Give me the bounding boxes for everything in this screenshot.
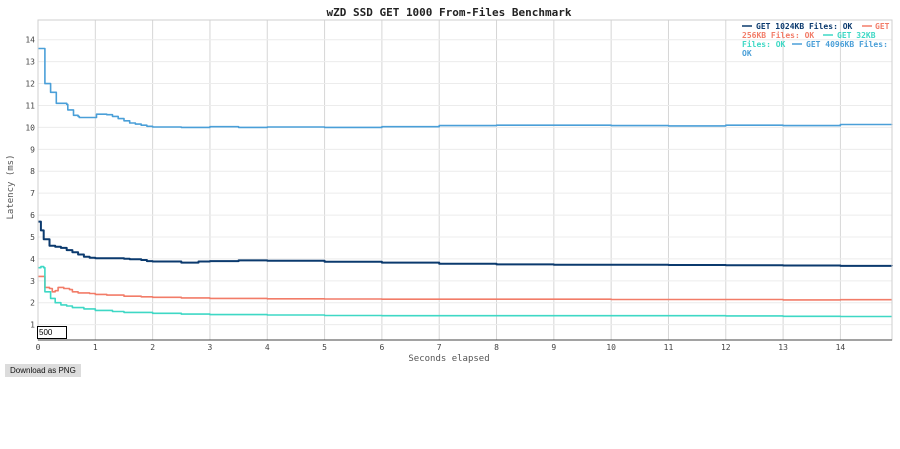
y-tick-label: 4 xyxy=(30,255,35,264)
x-tick-label: 12 xyxy=(721,343,731,352)
x-tick-label: 8 xyxy=(494,343,499,352)
legend-label-4096kb-b: OK xyxy=(742,49,752,58)
legend[interactable]: GET 1024KB Files: OK GET 256KB Files: OK… xyxy=(742,21,890,58)
y-tick-label: 11 xyxy=(25,101,35,110)
grid xyxy=(38,20,892,340)
plot-frame xyxy=(37,19,893,341)
x-tick-label: 3 xyxy=(208,343,213,352)
legend-label-32kb-b: Files: OK xyxy=(742,39,786,49)
legend-label-4096kb-a: GET 4096KB Files: xyxy=(806,39,888,49)
y-tick-label: 13 xyxy=(25,58,35,67)
series-lines xyxy=(38,47,893,318)
x-tick-label: 11 xyxy=(664,343,674,352)
chart-title: wZD SSD GET 1000 From-Files Benchmark xyxy=(326,6,571,19)
y-tick-label: 1 xyxy=(30,321,35,330)
y-tick-label: 12 xyxy=(25,80,35,89)
legend-label-32kb-a: GET 32KB xyxy=(837,31,876,40)
y-tick-label: 10 xyxy=(25,123,35,132)
y-tick-label: 14 xyxy=(25,36,35,45)
series-line-256kb[interactable] xyxy=(38,275,892,301)
x-tick-label: 9 xyxy=(551,343,556,352)
download-png-button[interactable]: Download as PNG xyxy=(5,364,81,377)
x-tick-label: 2 xyxy=(150,343,155,352)
x-tick-label: 10 xyxy=(606,343,616,352)
x-tick-label: 13 xyxy=(778,343,788,352)
series-line-32kb[interactable] xyxy=(38,265,892,318)
legend-label-256kb-a: GET xyxy=(875,22,890,31)
x-axis-label: Seconds elapsed xyxy=(408,354,489,364)
x-tick-label: 0 xyxy=(36,343,41,352)
y-axis-label: Latency (ms) xyxy=(6,154,16,219)
series-line-4096kb[interactable] xyxy=(38,47,893,129)
series-line-1024kb[interactable] xyxy=(38,220,893,267)
legend-label-1024kb: GET 1024KB Files: OK xyxy=(756,21,853,31)
y-tick-label: 6 xyxy=(30,211,35,220)
x-tick-label: 4 xyxy=(265,343,270,352)
y-tick-label: 9 xyxy=(30,145,35,154)
x-axis-ticks: 0 1 2 3 4 5 6 7 8 9 10 11 12 13 14 xyxy=(36,343,846,352)
hover-value-label: 500 xyxy=(37,326,67,339)
legend-label-256kb-b: 256KB Files: OK xyxy=(742,30,814,40)
y-tick-label: 3 xyxy=(30,277,35,286)
y-tick-label: 7 xyxy=(30,189,35,198)
x-tick-label: 5 xyxy=(322,343,327,352)
y-tick-label: 8 xyxy=(30,167,35,176)
x-tick-label: 6 xyxy=(379,343,384,352)
y-tick-label: 2 xyxy=(30,299,35,308)
x-tick-label: 1 xyxy=(93,343,98,352)
x-tick-label: 14 xyxy=(836,343,846,352)
x-tick-label: 7 xyxy=(437,343,442,352)
y-tick-label: 5 xyxy=(30,233,35,242)
